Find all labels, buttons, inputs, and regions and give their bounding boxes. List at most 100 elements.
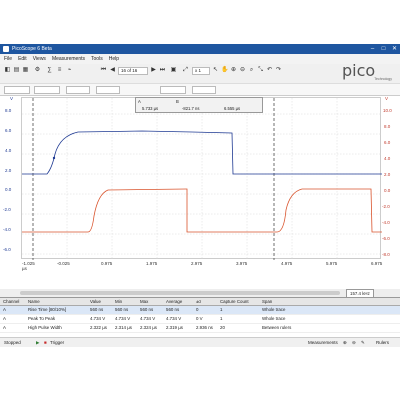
timebase-select[interactable]	[4, 86, 30, 94]
stop-icon[interactable]: ■	[44, 340, 47, 345]
rulers-button[interactable]: Rulers	[376, 340, 390, 345]
col-capture-count[interactable]: Capture Count	[220, 299, 249, 304]
measurements-button[interactable]: Measurements	[308, 340, 338, 345]
scrollbar-thumb[interactable]	[20, 291, 340, 295]
x-tick: 2.975	[191, 261, 203, 266]
close-button[interactable]: ✕	[391, 46, 398, 52]
table-row[interactable]: A Rise Time [80/10%] 560 ns 560 ns 560 n…	[0, 306, 400, 315]
x-tick: 0.975	[101, 261, 113, 266]
time-scrollbar[interactable]: 157.4 kHz	[0, 289, 400, 299]
table-row[interactable]: A Peak To Peak 4.734 V 4.734 V 4.734 V 4…	[0, 315, 400, 324]
menu-help[interactable]: Help	[108, 56, 119, 62]
math-icon[interactable]: ∑	[47, 67, 52, 73]
col-average[interactable]: Average	[166, 299, 183, 304]
menu-measurements[interactable]: Measurements	[51, 56, 86, 62]
channel-a-range[interactable]	[66, 86, 90, 94]
app-icon	[3, 46, 9, 52]
add-measurement-icon[interactable]: ⊕	[343, 340, 347, 345]
scope-plot[interactable]	[22, 98, 382, 260]
buffer-overview-icon[interactable]: ▣	[170, 67, 177, 73]
channel-a-trace	[22, 130, 382, 175]
cell-capture-count: 20	[220, 325, 225, 330]
remove-measurement-icon[interactable]: ⊖	[352, 340, 356, 345]
zoom-fit-icon[interactable]: ⤢	[183, 67, 188, 73]
logo-tagline: Technology	[374, 77, 392, 81]
persistence-mode-icon[interactable]: ▦	[22, 67, 29, 73]
col-sigma[interactable]: ±σ	[196, 299, 202, 304]
right-tick: -4.0	[382, 220, 390, 225]
left-tick: 2.0	[5, 168, 12, 173]
cell-max: 560 ns	[140, 307, 154, 312]
title-bar: PicoScope 6 Beta – □ ✕	[0, 44, 400, 54]
ruler-a-label: A	[138, 99, 141, 104]
channel-settings-icon[interactable]: ⚙	[34, 67, 41, 73]
ruler-panel[interactable]: A B 5.733 µs -821.7 ns 6.555 µs	[135, 97, 263, 113]
prev-buffer-icon[interactable]: ◀	[110, 67, 115, 73]
reference-icon[interactable]: ≡	[57, 67, 62, 73]
filter-icon[interactable]: ⌁	[67, 67, 72, 73]
last-buffer-icon[interactable]: ⏭	[159, 67, 166, 73]
x-axis-unit: µs	[22, 266, 27, 271]
x-axis: -1.025 -0.025 0.975 1.975 2.975 3.975 4.…	[0, 259, 400, 271]
channel-b-range[interactable]	[96, 86, 120, 94]
cell-value: 560 ns	[90, 307, 104, 312]
cell-name: Peak To Peak	[28, 316, 56, 321]
samples-select[interactable]	[34, 86, 60, 94]
x-tick: -1.025	[22, 261, 35, 266]
col-value[interactable]: Value	[90, 299, 101, 304]
right-tick: 10.0	[383, 108, 392, 113]
cell-sigma: 0	[196, 307, 199, 312]
col-channel[interactable]: Channel	[3, 299, 20, 304]
right-tick: 4.0	[384, 156, 391, 161]
first-buffer-icon[interactable]: ⏮	[100, 67, 107, 73]
capture-counter[interactable]: 16 of 16	[118, 67, 148, 75]
zoom-level[interactable]: x 1	[192, 67, 210, 75]
zoom-reset-icon[interactable]: ⌕	[249, 67, 254, 73]
right-tick: -2.0	[382, 204, 390, 209]
zoom-in-icon[interactable]: ⊕	[230, 67, 237, 73]
trigger-mode-select[interactable]	[160, 86, 186, 94]
col-max[interactable]: Max	[140, 299, 149, 304]
hand-icon[interactable]: ✋	[221, 67, 229, 73]
cell-span: Whole trace	[262, 316, 286, 321]
edit-measurement-icon[interactable]: ✎	[361, 340, 365, 345]
scope-mode-icon[interactable]: ◧	[4, 67, 11, 73]
measurements-header: Channel Name Value Min Max Average ±σ Ca…	[0, 298, 400, 306]
menu-edit[interactable]: Edit	[18, 56, 27, 62]
pointer-icon[interactable]: ↖	[212, 67, 219, 73]
cell-span: Whole trace	[262, 307, 286, 312]
main-toolbar: ◧ ▤ ▦ ⚙ ∑ ≡ ⌁ ⏮ ◀ 16 of 16 ▶ ⏭ ▣ ⤢ x 1 ↖…	[0, 64, 400, 84]
status-bar: Stopped ▶ ■ Trigger Measurements ⊕ ⊖ ✎ R…	[0, 337, 400, 347]
cell-span: Between rulers	[262, 325, 292, 330]
left-axis: V 8.0 6.0 4.0 2.0 0.0 -2.0 -4.0 -6.0	[0, 96, 21, 259]
window-title: PicoScope 6 Beta	[12, 46, 52, 52]
next-buffer-icon[interactable]: ▶	[151, 67, 156, 73]
col-span[interactable]: Span	[262, 299, 273, 304]
right-tick: 0.0	[384, 188, 391, 193]
scope-view[interactable]	[21, 97, 382, 260]
menu-bar: File Edit Views Measurements Tools Help	[0, 54, 400, 64]
cell-capture-count: 1	[220, 307, 223, 312]
redo-zoom-icon[interactable]: ↷	[275, 67, 282, 73]
menu-tools[interactable]: Tools	[91, 56, 103, 62]
col-name[interactable]: Name	[28, 299, 40, 304]
undo-zoom-icon[interactable]: ↶	[266, 67, 273, 73]
trigger-level[interactable]	[192, 86, 216, 94]
run-icon[interactable]: ▶	[36, 340, 40, 345]
col-min[interactable]: Min	[115, 299, 123, 304]
minimize-button[interactable]: –	[370, 46, 375, 52]
cell-channel: A	[3, 325, 6, 330]
left-axis-unit: V	[10, 96, 14, 101]
menu-views[interactable]: Views	[32, 56, 46, 62]
table-row[interactable]: A High Pulse Width 2.322 µs 2.314 µs 2.3…	[0, 324, 400, 333]
spectrum-mode-icon[interactable]: ▤	[13, 67, 20, 73]
left-tick: 8.0	[5, 108, 12, 113]
zoom-out-icon[interactable]: ⊖	[239, 67, 246, 73]
menu-file[interactable]: File	[4, 56, 13, 62]
fit-all-icon[interactable]: ⤡	[258, 67, 263, 73]
cell-capture-count: 1	[220, 316, 223, 321]
maximize-button[interactable]: □	[381, 46, 386, 52]
cell-min: 2.314 µs	[115, 325, 132, 330]
trigger-button[interactable]: Trigger	[50, 340, 65, 345]
cell-value: 4.734 V	[90, 316, 106, 321]
